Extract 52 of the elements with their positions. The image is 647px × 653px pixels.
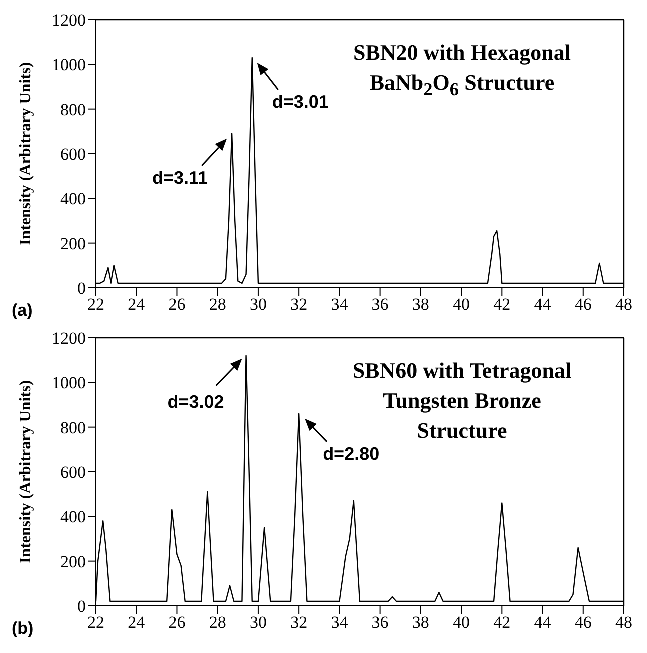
x-tick-label: 44 bbox=[534, 613, 552, 632]
annotation: d=3.11 bbox=[152, 168, 208, 188]
x-tick-label: 24 bbox=[128, 295, 146, 314]
text: (a) bbox=[12, 301, 33, 320]
x-tick-label: 36 bbox=[372, 295, 389, 314]
y-tick-label: 400 bbox=[60, 508, 86, 527]
x-tick-label: 28 bbox=[209, 613, 226, 632]
y-tick-label: 1000 bbox=[52, 374, 86, 393]
x-tick-label: 22 bbox=[88, 295, 104, 314]
x-tick-label: 24 bbox=[128, 613, 146, 632]
x-tick-label: 42 bbox=[494, 613, 511, 632]
x-tick-label: 38 bbox=[412, 295, 430, 314]
x-tick-label: 46 bbox=[574, 295, 592, 314]
y-tick-label: 200 bbox=[60, 234, 86, 254]
x-tick-label: 44 bbox=[534, 295, 552, 314]
y-tick-label: 1200 bbox=[52, 11, 86, 30]
annotation: d=2.80 bbox=[323, 444, 380, 464]
y-tick-label: 1200 bbox=[52, 329, 86, 348]
x-tick-label: 32 bbox=[290, 613, 308, 632]
x-tick-label: 32 bbox=[290, 295, 308, 314]
x-tick-label: 22 bbox=[88, 613, 104, 632]
x-tick-label: 26 bbox=[168, 295, 186, 314]
x-tick-label: 40 bbox=[453, 613, 470, 632]
annotation: d=3.01 bbox=[272, 92, 329, 112]
y-tick-label: 600 bbox=[60, 463, 86, 482]
text: SBN20 with Hexagonal BaNb$_{2}$O$_{6}$ Structure bbox=[352, 39, 572, 102]
text: (b) bbox=[12, 619, 34, 638]
text: SBN60 with Tetragonal Tungsten Bronze Structure bbox=[352, 358, 572, 443]
x-tick-label: 46 bbox=[574, 613, 592, 632]
y-tick-label: 600 bbox=[60, 145, 86, 164]
x-tick-label: 48 bbox=[616, 613, 632, 632]
x-tick-label: 38 bbox=[412, 613, 430, 632]
y-tick-label: 1000 bbox=[52, 56, 86, 75]
y-tick-label: 0 bbox=[78, 597, 86, 616]
y-axis-title: Intensity (Arbitrary Units) bbox=[18, 62, 34, 246]
x-tick-label: 48 bbox=[616, 295, 632, 314]
y-tick-label: 800 bbox=[60, 418, 86, 438]
y-tick-label: 800 bbox=[60, 100, 86, 120]
y-axis-title: Intensity (Arbitrary Units) bbox=[18, 380, 34, 564]
x-tick-label: 40 bbox=[453, 295, 470, 314]
x-tick-label: 30 bbox=[250, 295, 267, 314]
y-tick-label: 400 bbox=[60, 190, 86, 209]
x-tick-label: 34 bbox=[331, 295, 349, 314]
x-tick-label: 36 bbox=[372, 613, 389, 632]
x-tick-label: 34 bbox=[331, 613, 349, 632]
annotation: d=3.02 bbox=[168, 392, 224, 412]
y-tick-label: 200 bbox=[60, 552, 86, 572]
x-tick-label: 42 bbox=[494, 295, 511, 314]
x-tick-label: 26 bbox=[168, 613, 186, 632]
x-tick-label: 28 bbox=[209, 295, 226, 314]
y-tick-label: 0 bbox=[78, 279, 86, 298]
x-tick-label: 30 bbox=[250, 613, 267, 632]
